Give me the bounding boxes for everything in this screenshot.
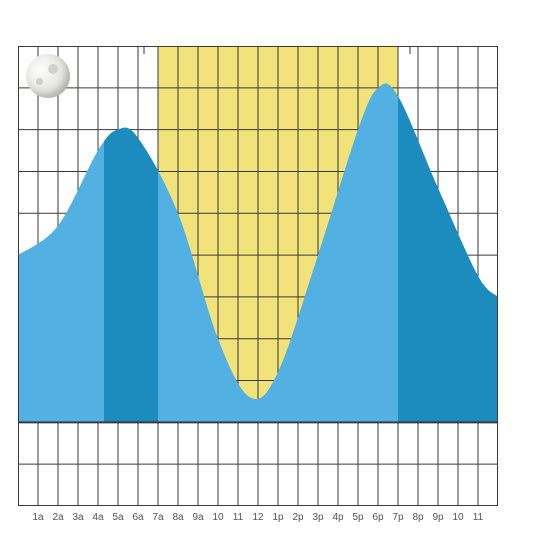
x-tick-label: 12 [252, 512, 263, 523]
x-tick-label: 3a [72, 512, 83, 523]
x-tick-label: 9a [192, 512, 203, 523]
x-tick-label: 6p [372, 512, 383, 523]
x-tick-label: 4p [332, 512, 343, 523]
x-tick-label: 11 [473, 512, 483, 523]
x-tick-label: 5a [112, 512, 123, 523]
x-tick-label: 4a [92, 512, 103, 523]
plot-svg [18, 46, 498, 506]
x-tick-label: 7a [152, 512, 163, 523]
x-tick-label: 1p [272, 512, 283, 523]
x-tick-label: 11 [233, 512, 243, 523]
x-axis-labels: 1a 2a 3a 4a 5a 6a 7a 8a 9a 10 11 12 1p 2p 3p 4p 5p 6p 7p 8p… [18, 506, 498, 526]
x-tick-label: 8a [172, 512, 183, 523]
x-tick-label: 6a [132, 512, 143, 523]
x-tick-label: 8p [412, 512, 423, 523]
x-tick-label: 5p [352, 512, 363, 523]
x-tick-label: 1a [32, 512, 43, 523]
x-tick-label: 2a [52, 512, 63, 523]
x-tick-label: 7p [392, 512, 403, 523]
moon-phase-icon [26, 54, 70, 98]
x-tick-label: 10 [212, 512, 223, 523]
x-tick-label: 2p [292, 512, 303, 523]
x-tick-label: 9p [432, 512, 443, 523]
x-tick-label: 10 [452, 512, 463, 523]
tide-moon-chart: Moonset06:18AMoonrise07:36P -2-101234567… [18, 46, 532, 526]
chart-plot-area: -2-10123456789 [18, 46, 532, 506]
x-tick-label: 3p [312, 512, 323, 523]
